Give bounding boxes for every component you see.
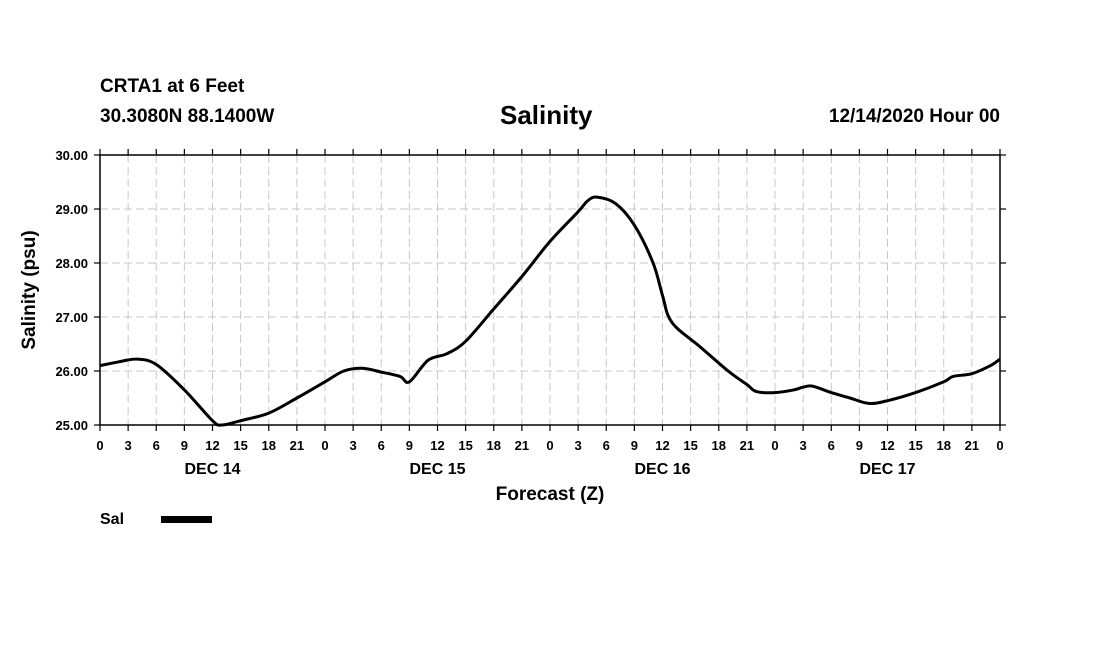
station-coordinates: 30.3080N 88.1400W: [100, 106, 275, 127]
legend: Sal: [100, 511, 212, 528]
x-tick-label: 6: [603, 438, 610, 453]
y-tick-labels: 25.00 26.00 27.00 28.00 29.00 30.00: [55, 148, 88, 433]
y-tick-label: 27.00: [55, 310, 88, 325]
y-tick-label: 30.00: [55, 148, 88, 163]
x-tick-label: 9: [406, 438, 413, 453]
x-tick-label: 15: [908, 438, 922, 453]
day-labels: DEC 14 DEC 15 DEC 16 DEC 17: [184, 461, 915, 478]
x-tick-label: 0: [321, 438, 328, 453]
x-tick-label: 0: [771, 438, 778, 453]
x-tick-labels: 0 3 6 9 12 15 18 21 0 3 6 9 12 15 18 21 0 3 6 9 12 15 18 21 0 3 6 9…: [96, 438, 1003, 453]
x-tick-label: 21: [965, 438, 979, 453]
x-tick-label: 21: [290, 438, 304, 453]
legend-label: Sal: [100, 511, 124, 528]
x-tick-label: 21: [740, 438, 754, 453]
plot-frame: [99, 154, 1001, 426]
x-tick-label: 12: [880, 438, 894, 453]
x-tick-label: 3: [125, 438, 132, 453]
x-tick-label: 3: [350, 438, 357, 453]
x-tick-label: 15: [233, 438, 247, 453]
forecast-timestamp: 12/14/2020 Hour 00: [828, 106, 1000, 127]
x-tick-label: 18: [937, 438, 951, 453]
x-tick-label: 12: [430, 438, 444, 453]
x-tick-label: 12: [655, 438, 669, 453]
y-tick-label: 25.00: [55, 418, 88, 433]
y-tick-label: 26.00: [55, 364, 88, 379]
x-tick-label: 15: [458, 438, 472, 453]
x-tick-label: 6: [828, 438, 835, 453]
series-line-sal: [99, 195, 1001, 427]
tick-layer: [94, 149, 1006, 431]
day-label: DEC 17: [859, 461, 915, 478]
x-tick-label: 21: [515, 438, 529, 453]
y-tick-label: 29.00: [55, 202, 88, 217]
station-name: CRTA1 at 6 Feet: [100, 76, 245, 97]
day-label: DEC 14: [184, 461, 240, 478]
x-tick-label: 18: [712, 438, 726, 453]
x-tick-label: 9: [181, 438, 188, 453]
day-label: DEC 16: [634, 461, 690, 478]
series-layer: [99, 195, 1001, 427]
x-tick-label: 12: [205, 438, 219, 453]
x-tick-label: 9: [631, 438, 638, 453]
legend-swatch: [161, 516, 212, 523]
x-tick-label: 3: [800, 438, 807, 453]
x-tick-label: 9: [856, 438, 863, 453]
x-tick-label: 6: [153, 438, 160, 453]
x-tick-label: 18: [487, 438, 501, 453]
day-label: DEC 15: [409, 461, 465, 478]
chart-title: Salinity: [500, 100, 593, 130]
x-axis-label: Forecast (Z): [496, 484, 605, 505]
x-tick-label: 15: [683, 438, 697, 453]
grid-layer: [100, 155, 1000, 425]
x-tick-label: 0: [996, 438, 1003, 453]
x-tick-label: 0: [96, 438, 103, 453]
y-axis-label: Salinity (psu): [19, 230, 40, 349]
x-tick-label: 0: [546, 438, 553, 453]
y-tick-label: 28.00: [55, 256, 88, 271]
x-tick-label: 6: [378, 438, 385, 453]
x-tick-label: 18: [262, 438, 276, 453]
x-tick-label: 3: [575, 438, 582, 453]
